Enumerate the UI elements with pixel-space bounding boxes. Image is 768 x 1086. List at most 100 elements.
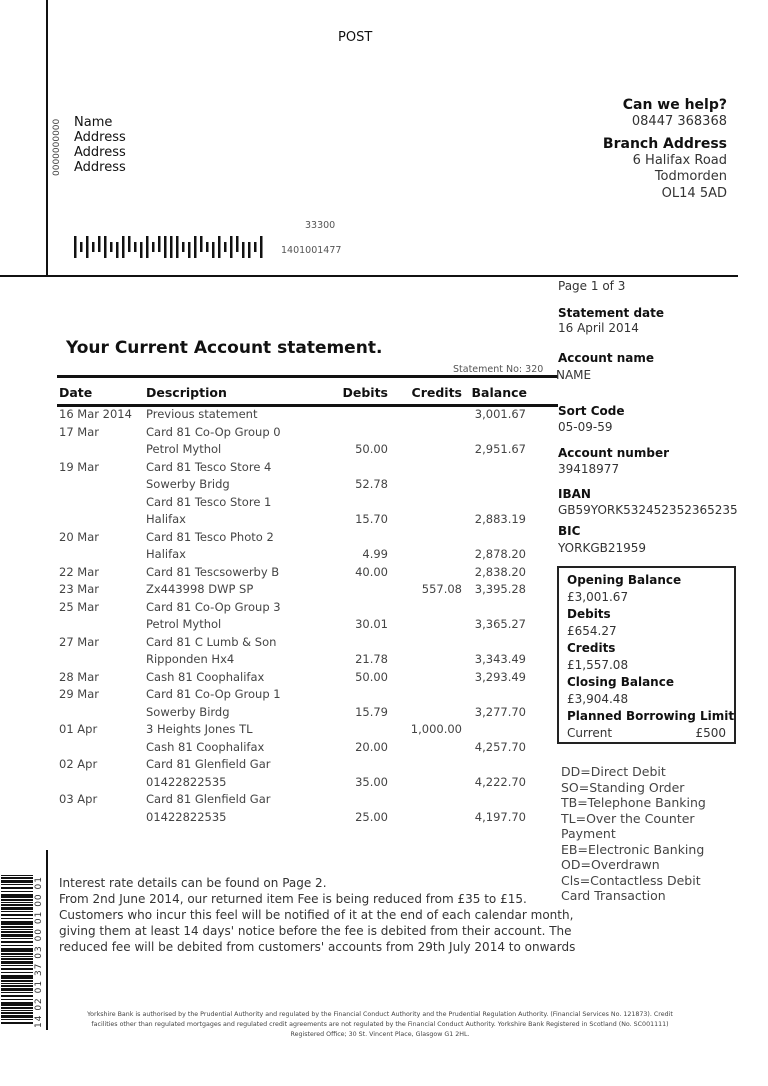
debits-total: £654.27 — [567, 624, 617, 638]
header-date: Date — [59, 385, 93, 400]
barcode-bar — [1, 884, 33, 885]
recipient-address: Name Address Address Address — [74, 115, 126, 175]
table-row: Sowerby Birdg 15.79 3,277.70 — [59, 705, 559, 722]
cell-debit: 30.01 — [355, 617, 388, 631]
barcode-bar — [236, 236, 239, 252]
cell-balance: 3,293.49 — [474, 669, 526, 684]
address-line: Address — [74, 145, 126, 160]
barcode-bar — [122, 236, 125, 258]
barcode-bar — [86, 236, 89, 258]
barcode-bar — [170, 236, 173, 258]
cell-debit: 52.78 — [355, 477, 388, 491]
cell-balance: 2,951.67 — [474, 442, 526, 456]
cell-date: 02 Apr — [59, 757, 98, 771]
cell-balance: 3,001.67 — [474, 407, 526, 421]
table-row: 27 Mar Card 81 C Lumb & Son — [59, 635, 559, 652]
post-label: POST — [338, 30, 373, 45]
cell-description: Petrol Mythol — [146, 442, 222, 456]
table-row: 16 Mar 2014 Previous statement 3,001.67 — [59, 407, 559, 424]
header-credits: Credits — [411, 385, 462, 400]
barcode-bar — [1, 904, 33, 906]
fold-line-vertical — [46, 0, 48, 276]
address-line: Address — [74, 160, 126, 175]
table-row: Petrol Mythol 30.01 3,365.27 — [59, 617, 559, 634]
barcode-bar — [254, 242, 257, 252]
table-row: 29 Mar Card 81 Co-Op Group 1 — [59, 687, 559, 704]
note-line: reduced fee will be debited from custome… — [59, 940, 576, 954]
cell-date: 28 Mar — [59, 669, 99, 684]
cell-balance: 2,883.19 — [474, 512, 526, 526]
barcode-bar — [218, 236, 221, 258]
table-row: 22 Mar Card 81 Tescsowerby B 40.00 2,838.20 — [59, 565, 559, 582]
note-line: From 2nd June 2014, our returned item Fe… — [59, 892, 527, 906]
barcode-bar — [134, 242, 137, 252]
barcode-bar — [80, 242, 83, 252]
cell-description: Halifax — [146, 512, 186, 526]
cell-date: 01 Apr — [59, 722, 98, 736]
barcode-bar — [1, 902, 33, 903]
barcode-bar — [158, 236, 161, 252]
barcode-bar — [1, 999, 33, 1000]
barcode-bar — [152, 242, 155, 252]
cell-description: Halifax — [146, 547, 186, 561]
cell-debit: 4.99 — [362, 547, 388, 561]
barcode-bar — [1, 975, 33, 979]
cell-date: 03 Apr — [59, 792, 98, 806]
cell-date: 19 Mar — [59, 459, 99, 474]
note-line: Customers who incur this feel will be no… — [59, 908, 574, 922]
mail-code-bottom: 1401001477 — [281, 245, 342, 256]
barcode-bar — [1, 907, 33, 910]
footer-legal: Yorkshire Bank is authorised by the Prud… — [60, 1010, 700, 1040]
cell-balance: 2,838.20 — [474, 564, 526, 579]
barcode-bar — [260, 236, 263, 258]
account-number: 39418977 — [558, 462, 620, 476]
cell-balance: 4,257.70 — [474, 739, 526, 754]
legend-item: TB=Telephone Banking — [561, 795, 706, 810]
legend-item: TL=Over the Counter — [561, 810, 695, 826]
barcode-bar — [1, 992, 33, 993]
account-number-label: Account number — [558, 446, 669, 460]
cell-description: Card 81 Tescsowerby B — [146, 564, 280, 579]
barcode-bar — [1, 918, 33, 919]
barcode-bar — [1, 934, 33, 937]
barcode-bar — [212, 242, 215, 258]
barcode-bar — [1, 1022, 33, 1024]
cell-description: 01422822535 — [146, 774, 227, 789]
credits-total: £1,557.08 — [567, 658, 629, 672]
table-row: 19 Mar Card 81 Tesco Store 4 — [59, 460, 559, 477]
table-row: 23 Mar Zx443998 DWP SP 557.08 3,395.28 — [59, 582, 559, 599]
cell-description: Card 81 Co-Op Group 0 — [146, 424, 281, 439]
table-row: Halifax 4.99 2,878.20 — [59, 547, 559, 564]
header-debits: Debits — [342, 385, 388, 400]
legend-item: DD=Direct Debit — [561, 764, 666, 779]
borrowing-limit-label: Planned Borrowing Limit — [567, 709, 735, 723]
statement-number: Statement No: 320 — [453, 364, 544, 375]
table-row: 28 Mar Cash 81 Coophalifax 50.00 3,293.49 — [59, 670, 559, 687]
cell-description: 01422822535 — [146, 809, 227, 824]
barcode-bar — [1, 1002, 33, 1006]
barcode-bar — [92, 242, 95, 252]
side-barcode-text: 14 02 01 37 03 00 01 00 01 — [34, 876, 44, 1028]
help-phone[interactable]: 08447 368368 — [631, 113, 727, 129]
barcode-bar — [1, 880, 33, 883]
barcode-bar — [1, 1007, 33, 1009]
cell-debit: 20.00 — [355, 739, 388, 754]
barcode-bar — [1, 931, 33, 933]
barcode-bar — [1, 988, 33, 991]
barcode-bar — [1, 875, 33, 876]
barcode-bar — [74, 236, 77, 258]
cell-date: 29 Mar — [59, 687, 99, 701]
footer-line: Yorkshire Bank is authorised by the Prud… — [87, 1011, 673, 1018]
cell-description: Petrol Mythol — [146, 617, 222, 631]
page-indicator: Page 1 of 3 — [558, 279, 626, 293]
barcode-bar — [242, 242, 245, 258]
note-line: giving them at least 14 days' notice bef… — [59, 924, 572, 938]
cell-date: 25 Mar — [59, 599, 99, 614]
barcode-bar — [1, 965, 33, 966]
table-row: 02 Apr Card 81 Glenfield Gar — [59, 757, 559, 774]
barcode-bar — [1, 945, 33, 946]
barcode-bar — [164, 236, 167, 258]
header-description: Description — [146, 385, 227, 400]
barcode-bar — [146, 236, 149, 258]
barcode-bar — [1, 899, 33, 901]
